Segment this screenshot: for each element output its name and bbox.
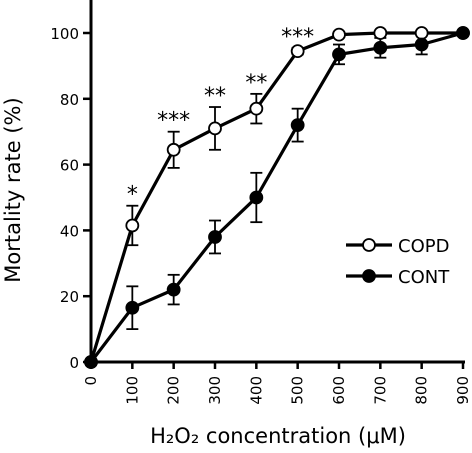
x-tick-label: 200	[165, 376, 183, 405]
cont-series-line	[89, 31, 464, 363]
copd-point	[166, 142, 181, 157]
x-tick-label: 500	[289, 376, 307, 405]
copd-point	[125, 218, 140, 233]
y-tick-label: 100	[50, 25, 79, 43]
y-axis-title: Mortality rate (%)	[1, 97, 25, 282]
cont-point	[290, 118, 305, 133]
cont-point	[249, 190, 264, 205]
series-lines	[89, 31, 464, 363]
y-tick-label: 0	[69, 354, 79, 372]
significance-marker: ***	[157, 109, 190, 134]
significance-marker: **	[245, 71, 267, 96]
copd-point	[290, 44, 305, 58]
significance-annotations: ***********	[127, 25, 314, 208]
y-tick-label: 20	[60, 288, 79, 306]
legend-marker-cont	[362, 269, 376, 283]
x-tick-label: 600	[330, 376, 348, 405]
series-markers	[84, 26, 470, 369]
cont-point	[373, 40, 388, 55]
significance-marker: **	[204, 84, 226, 109]
copd-series-line	[89, 31, 463, 363]
x-tick-label: 100	[123, 376, 141, 405]
cont-point	[208, 230, 222, 244]
y-tick-label: 40	[60, 222, 79, 240]
x-tick-label: 300	[206, 376, 224, 405]
copd-point	[373, 26, 388, 40]
cont-point	[84, 355, 98, 369]
axes: 0 20 40 60 80 100 0 100 200 300 400 500 600 700 800 900	[50, 0, 472, 405]
significance-marker: *	[127, 183, 138, 208]
legend-label-cont: CONT	[398, 267, 450, 288]
significance-marker: ***	[281, 25, 314, 50]
copd-point	[249, 101, 264, 116]
cont-point	[332, 47, 346, 62]
legend: COPD CONT	[346, 236, 450, 288]
x-tick-label: 700	[371, 376, 389, 405]
cont-point	[414, 37, 429, 52]
y-tick-label: 60	[60, 157, 79, 175]
x-tick-label: 900	[454, 376, 472, 405]
cont-point	[456, 26, 470, 40]
copd-point	[332, 27, 346, 42]
legend-marker-copd	[362, 238, 376, 252]
legend-label-copd: COPD	[398, 236, 449, 257]
copd-point	[208, 121, 222, 136]
x-tick-label: 800	[413, 376, 431, 405]
x-axis-title: H₂O₂ concentration (μM)	[150, 424, 406, 448]
x-tick-label: 0	[82, 376, 100, 386]
cont-point	[125, 300, 140, 315]
x-tick-label: 400	[247, 376, 265, 405]
copd-point	[414, 26, 429, 40]
y-tick-label: 80	[60, 91, 79, 109]
cont-point	[166, 282, 181, 297]
